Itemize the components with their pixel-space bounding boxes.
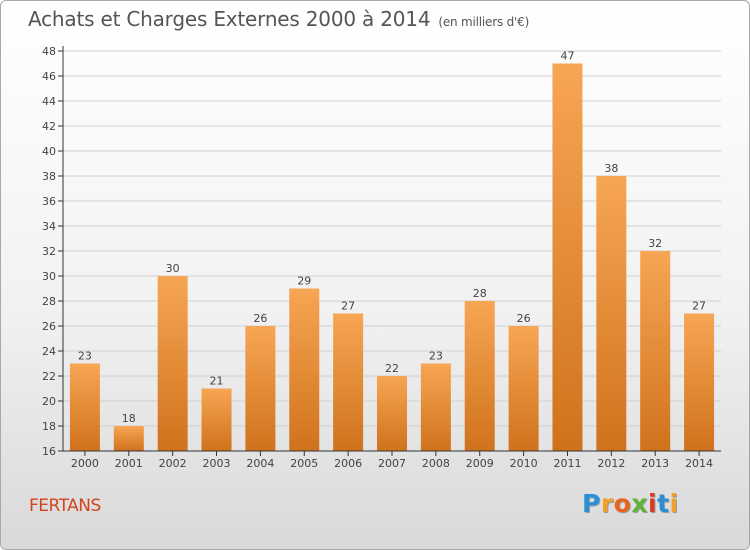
data-label: 23 [78,350,92,363]
chart-title: Achats et Charges Externes 2000 à 2014 (e… [28,7,529,31]
y-tick-label: 32 [42,245,56,258]
bar-2012 [596,176,627,451]
y-tick-label: 34 [42,220,56,233]
data-label: 29 [297,275,311,288]
x-tick-label: 2009 [466,457,494,470]
data-label: 32 [648,237,662,250]
y-tick-label: 20 [42,395,56,408]
bar-2002 [157,276,188,451]
data-label: 23 [429,350,443,363]
data-label: 47 [560,50,574,63]
data-label: 22 [385,362,399,375]
y-tick-label: 26 [42,320,56,333]
labels: 16 18 20 22 24 26 28 30 32 34 36 38 40 42 44 46 48 23 2000… [42,45,713,470]
x-tick-label: 2013 [641,457,669,470]
logo-letter: r [600,489,614,518]
x-tick-label: 2004 [246,457,274,470]
bar-2008 [420,363,451,451]
logo-letter: i [669,489,679,518]
data-label: 26 [517,312,531,325]
bars [69,63,715,451]
x-tick-label: 2010 [510,457,538,470]
x-tick-label: 2008 [422,457,450,470]
y-tick-label: 40 [42,145,56,158]
logo-letter: P [582,489,601,518]
x-tick-label: 2014 [685,457,713,470]
data-label: 21 [210,375,224,388]
commune-name: FERTANS [29,496,101,516]
y-tick-label: 30 [42,270,56,283]
bar-2000 [69,363,100,451]
y-tick-label: 42 [42,120,56,133]
axes [58,46,721,456]
x-tick-label: 2003 [203,457,231,470]
x-tick-label: 2005 [290,457,318,470]
y-tick-label: 38 [42,170,56,183]
x-tick-label: 2001 [115,457,143,470]
data-label: 38 [604,162,618,175]
x-tick-label: 2011 [553,457,581,470]
bar-2010 [508,326,539,451]
bar-2014 [684,313,715,451]
bar-2004 [245,326,276,451]
data-label: 18 [122,412,136,425]
bar-2001 [113,426,144,451]
proxiti-logo: Proxiti [582,489,679,518]
x-tick-label: 2000 [71,457,99,470]
x-tick-label: 2006 [334,457,362,470]
y-tick-label: 36 [42,195,56,208]
y-tick-label: 22 [42,370,56,383]
data-label: 30 [166,262,180,275]
bar-2005 [289,288,320,451]
logo-letter: x [631,489,648,518]
bar-2011 [552,63,583,451]
logo-letter: i [648,489,658,518]
x-tick-label: 2012 [597,457,625,470]
x-tick-label: 2002 [159,457,187,470]
bar-2007 [377,376,407,451]
y-tick-label: 46 [42,70,56,83]
bar-2013 [640,251,671,451]
logo-letter: t [657,489,670,518]
chart-subtitle: (en milliers d'€) [438,15,530,29]
y-tick-label: 48 [42,45,56,58]
y-tick-label: 16 [42,445,56,458]
data-label: 26 [253,312,267,325]
bar-2009 [464,301,495,451]
chart-title-text: Achats et Charges Externes 2000 à 2014 [28,7,431,31]
data-label: 27 [692,300,706,313]
data-label: 28 [473,287,487,300]
data-label: 27 [341,300,355,313]
logo-letter: o [613,489,632,518]
y-tick-label: 18 [42,420,56,433]
y-tick-label: 28 [42,295,56,308]
y-tick-label: 44 [42,95,56,108]
bar-2006 [333,313,364,451]
bar-2003 [201,388,232,451]
y-tick-label: 24 [42,345,56,358]
x-tick-label: 2007 [378,457,406,470]
